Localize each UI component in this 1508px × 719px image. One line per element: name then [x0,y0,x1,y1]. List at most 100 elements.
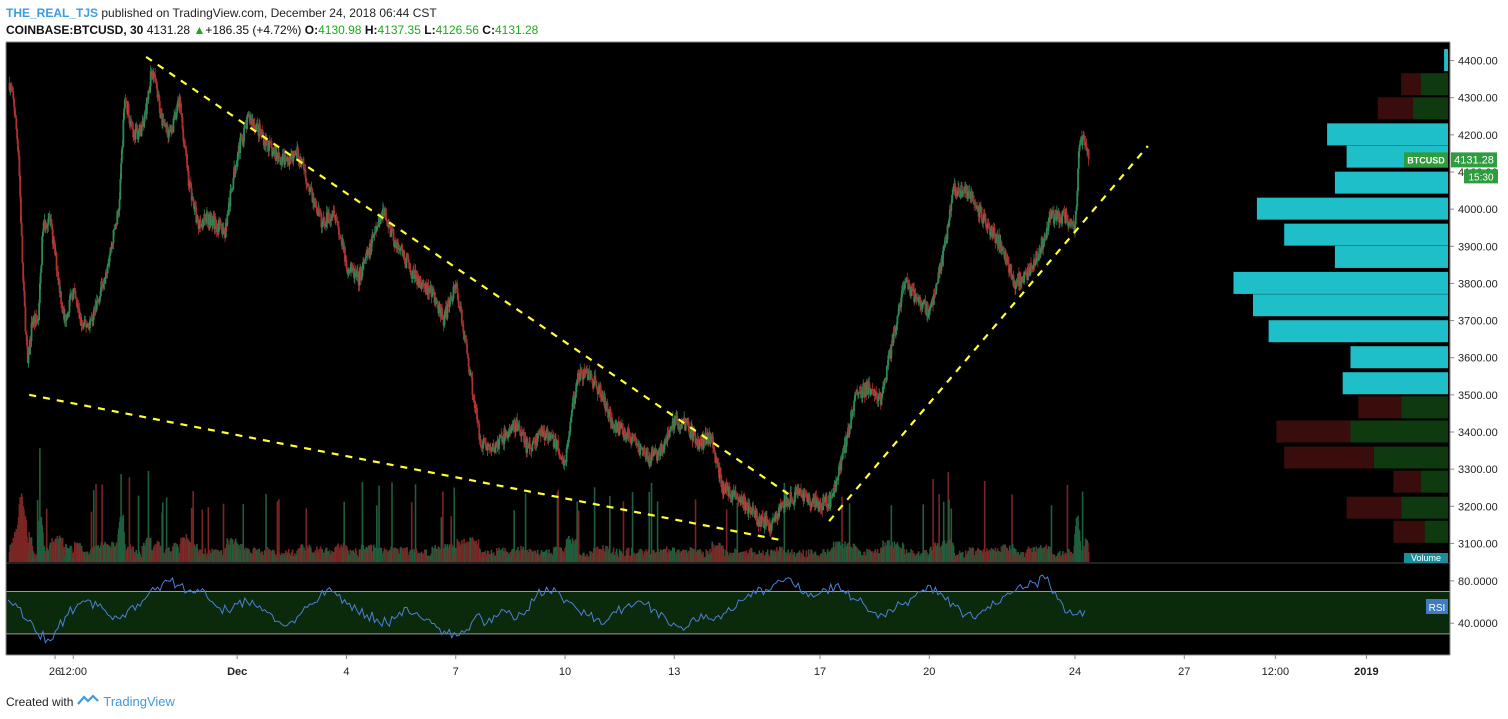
candle-body [89,320,91,329]
candle-body [643,448,645,451]
candle-body [152,72,155,78]
candle-body [473,400,475,401]
candle-body [226,213,229,227]
candle-body [419,279,422,289]
volume-bars [8,448,1090,562]
candle-body [526,441,529,447]
candle-body [23,290,26,307]
candle-body [560,458,563,460]
candle-body [278,154,280,156]
candle-body [42,222,45,232]
candle-body [35,314,37,320]
candle-body [850,411,853,429]
candle-body [955,191,958,197]
candle-body [1081,138,1084,145]
candle-body [1044,234,1047,237]
candle-body [82,322,85,328]
candle-body [323,217,326,225]
volume-bar [961,551,964,562]
candle-body [322,220,324,223]
volume-bar [128,477,131,562]
candle-body [781,502,783,506]
profile-bar [1327,123,1448,146]
profile-down-bar [1284,446,1374,469]
candle-body [48,215,51,221]
candle-body [441,314,444,317]
candle-body [1000,241,1003,251]
tradingview-brand[interactable]: TradingView [103,694,175,709]
volume-bar [1011,544,1014,562]
candle-body [460,309,463,324]
candle-body [890,344,893,359]
candle-body [728,487,731,497]
price-axis[interactable]: 4400.004300.004200.004100.004000.003900.… [1449,42,1498,655]
volume-bar [63,547,65,562]
candle-body [951,189,954,195]
candle-body [253,123,256,131]
candle-body [182,128,185,142]
volume-bar [514,550,516,562]
candle-body [880,397,883,405]
close-label: C: [482,23,495,37]
volume-bar [101,484,103,562]
candle-body [19,175,22,197]
candle-body [370,243,373,252]
trendlines[interactable] [29,55,1149,541]
candle-body [633,437,635,438]
candle-body [342,240,345,250]
candle-body [742,496,745,505]
candle-body [1078,145,1081,152]
volume-bar [922,504,925,562]
candle-body [470,372,473,378]
candle-body [420,284,423,289]
candle-body [543,431,546,441]
candle-body [612,424,615,428]
candle-body [624,430,626,436]
rsi-tick-label: 40.0000 [1458,618,1498,630]
candle-body [21,235,24,264]
candle-body [281,153,284,162]
candle-body [347,269,350,271]
candle-body [816,499,819,502]
author-name[interactable]: THE_REAL_TJS [6,6,99,20]
candle-body [106,266,109,274]
candle-body [248,113,251,119]
candle-body [167,130,170,138]
candle-body [1037,257,1040,261]
candle-body [202,218,204,228]
candle-body [973,200,975,205]
symbol-info: COINBASE:BTCUSD, 30 4131.28 ▲+186.35 (+4… [6,23,538,37]
volume-bar [205,554,207,562]
last-price: 4131.28 [146,23,191,37]
candle-body [319,212,322,214]
volume-bar [524,493,527,562]
candle-body [564,459,566,462]
candle-body [793,501,796,504]
candle-body [809,500,812,506]
candle-body [93,310,96,312]
candle-body [555,442,558,450]
candle-body [1062,210,1065,213]
rsi-pane: RSI [6,562,1450,644]
candle-body [51,229,54,245]
volume-bar [305,508,308,562]
candle-body [1053,218,1056,224]
candle-body [175,112,178,120]
candle-body [567,436,570,443]
candle-body [111,242,113,249]
candle-body [565,448,568,463]
candle-body [39,272,42,284]
candle-body [783,501,786,509]
candle-body [935,283,938,285]
candle-body [259,124,261,133]
candle-body [338,234,341,236]
candle-body [409,263,412,272]
x-tick-label: 13 [668,666,680,678]
candle-body [872,390,875,392]
volume-bar [593,487,596,562]
candle-body [218,219,220,232]
candle-body [790,492,793,499]
profile-up-bar [1412,97,1448,120]
